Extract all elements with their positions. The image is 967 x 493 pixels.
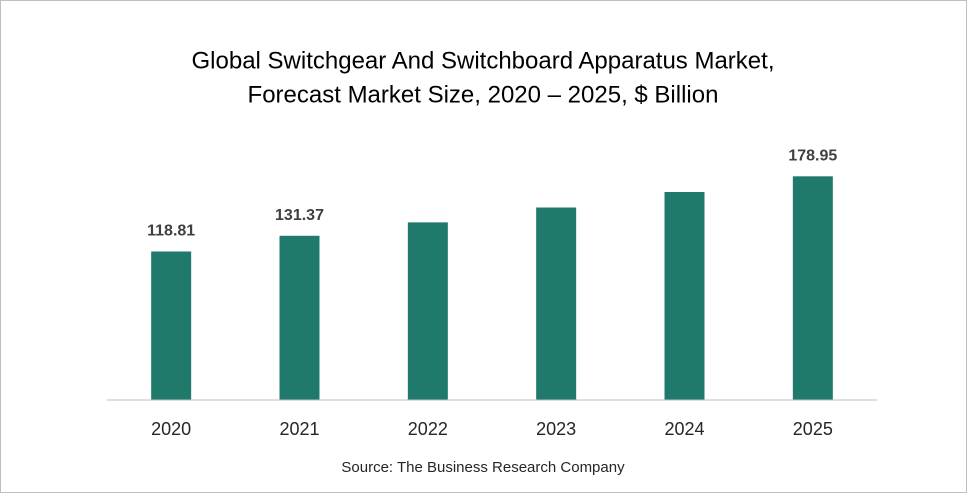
bar	[279, 235, 320, 400]
bar	[536, 207, 577, 400]
bar	[792, 176, 833, 400]
source-note: Source: The Business Research Company	[341, 459, 625, 476]
chart-subtitle: Forecast Market Size, 2020 – 2025, $ Bil…	[248, 81, 719, 108]
chart-title: Global Switchgear And Switchboard Appara…	[192, 47, 775, 74]
data-label: 178.95	[788, 148, 837, 165]
bar	[664, 192, 705, 400]
x-tick-label: 2020	[151, 419, 191, 439]
x-tick-label: 2023	[536, 419, 576, 439]
bar	[151, 251, 192, 400]
x-tick-label: 2021	[279, 419, 319, 439]
data-label: 131.37	[275, 207, 324, 224]
data-label: 118.81	[147, 223, 195, 240]
x-tick-label: 2024	[664, 419, 704, 439]
x-tick-label: 2022	[408, 419, 448, 439]
bar	[407, 222, 448, 400]
x-tick-label: 2025	[793, 419, 833, 439]
